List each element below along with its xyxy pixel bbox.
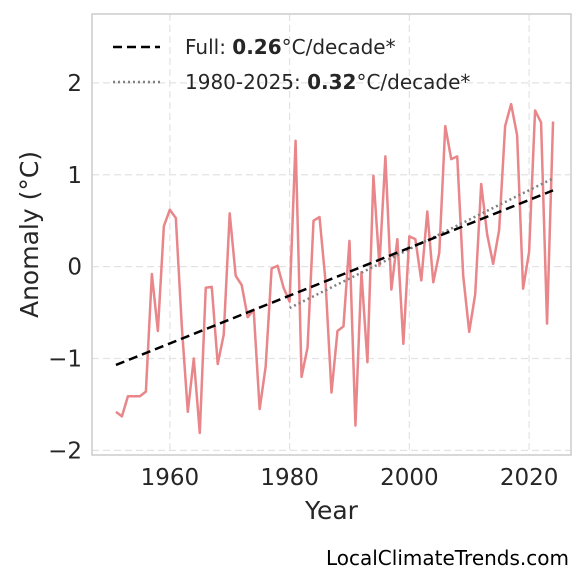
trend-line-full: [115, 189, 554, 367]
y-tick-label: 2: [67, 71, 82, 97]
y-tick-label: −1: [48, 347, 82, 373]
legend-suffix-recent: °C/decade*: [356, 70, 470, 94]
y-axis-label: Anomaly (°C): [15, 151, 44, 318]
trend-lines: [115, 177, 554, 367]
tick-labels: 1960 1980 2000 2020 −2 −1 0 1 2: [48, 71, 558, 491]
x-tick-label: 1980: [260, 465, 319, 491]
watermark: LocalClimateTrends.com: [325, 546, 569, 570]
anomaly-series-line: [115, 102, 555, 435]
x-axis-label: Year: [304, 496, 359, 525]
legend-label-recent: 1980-2025: 0.32°C/decade*: [185, 70, 470, 94]
x-tick-label: 2000: [380, 465, 439, 491]
y-tick-label: 0: [67, 255, 82, 281]
legend-value-full: 0.26: [232, 35, 281, 59]
y-tick-label: 1: [67, 163, 82, 189]
legend-value-recent: 0.32: [307, 70, 356, 94]
y-tick-label: −2: [48, 438, 82, 464]
legend-suffix-full: °C/decade*: [282, 35, 396, 59]
legend-label-full: Full: 0.26°C/decade*: [185, 35, 396, 59]
series-layer: [115, 102, 555, 435]
legend-prefix-recent: 1980-2025:: [185, 70, 307, 94]
x-tick-label: 2020: [500, 465, 559, 491]
legend-prefix-full: Full:: [185, 35, 232, 59]
legend: Full: 0.26°C/decade* 1980-2025: 0.32°C/d…: [113, 35, 470, 94]
plot-frame: [91, 13, 572, 456]
x-tick-label: 1960: [141, 465, 200, 491]
